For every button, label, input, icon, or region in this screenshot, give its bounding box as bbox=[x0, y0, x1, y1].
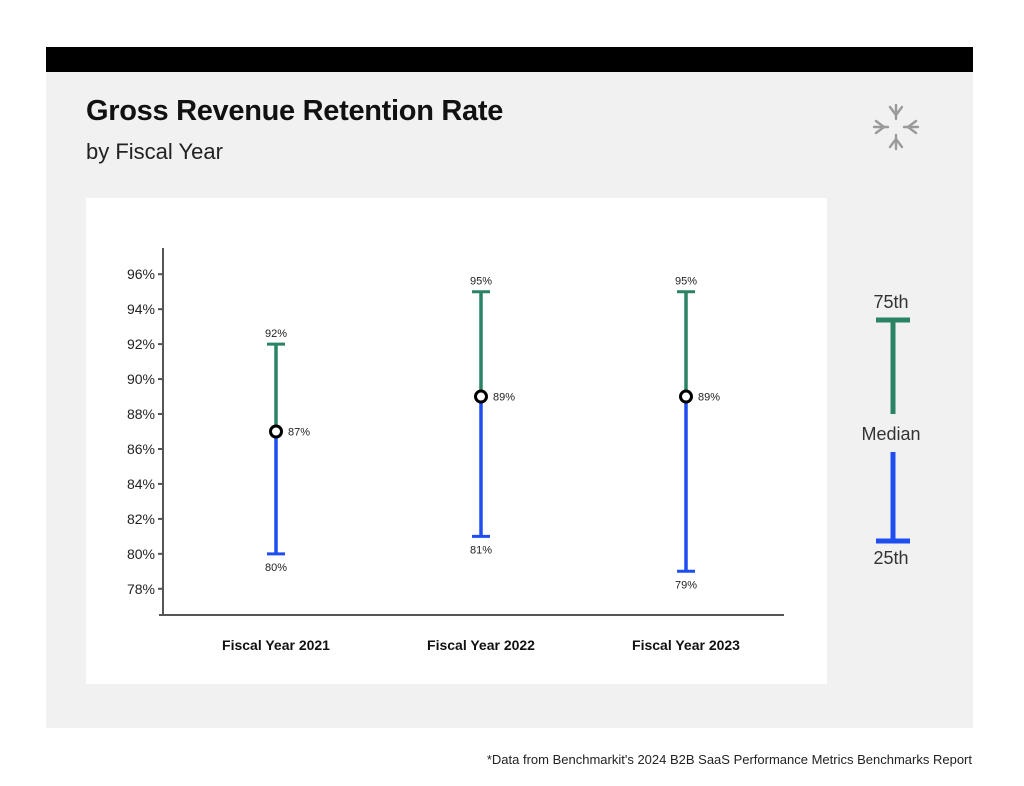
top-bar bbox=[46, 47, 973, 72]
p25-data-label: 80% bbox=[265, 562, 287, 574]
chart-subtitle: by Fiscal Year bbox=[86, 139, 223, 164]
range-chart: 78% 80% 82% 84% 86% 88% 90% 92% 94% 96% 92% 87% 80% F… bbox=[127, 248, 784, 653]
median-point bbox=[474, 389, 488, 404]
median-point bbox=[269, 424, 283, 439]
x-category-label: Fiscal Year 2021 bbox=[222, 637, 330, 653]
legend: 75th Median 25th bbox=[846, 287, 936, 587]
p75-data-label: 95% bbox=[675, 276, 697, 288]
asterisk-star-logo-icon bbox=[872, 103, 920, 151]
legend-label-median: Median bbox=[861, 424, 921, 444]
y-tick-label: 96% bbox=[127, 266, 155, 282]
x-category-label: Fiscal Year 2022 bbox=[427, 637, 535, 653]
y-tick-label: 82% bbox=[127, 511, 155, 527]
y-tick-label: 84% bbox=[127, 476, 155, 492]
chart-panel: 78% 80% 82% 84% 86% 88% 90% 92% 94% 96% 92% 87% 80% F… bbox=[86, 198, 827, 684]
median-data-label: 89% bbox=[698, 392, 720, 404]
y-tick-label: 88% bbox=[127, 406, 155, 422]
median-data-label: 87% bbox=[288, 427, 310, 439]
y-tick-label: 94% bbox=[127, 301, 155, 317]
median-point bbox=[679, 389, 693, 404]
median-data-label: 89% bbox=[493, 392, 515, 404]
y-tick-label: 86% bbox=[127, 441, 155, 457]
footnote: *Data from Benchmarkit's 2024 B2B SaaS P… bbox=[486, 752, 972, 767]
chart-title: Gross Revenue Retention Rate bbox=[86, 95, 504, 127]
y-tick-label: 90% bbox=[127, 371, 155, 387]
legend-key-bar bbox=[876, 317, 910, 544]
legend-label-75th: 75th bbox=[873, 292, 909, 312]
p25-data-label: 79% bbox=[675, 579, 697, 591]
y-tick-label: 78% bbox=[127, 581, 155, 597]
p25-data-label: 81% bbox=[470, 544, 492, 556]
p75-data-label: 95% bbox=[470, 276, 492, 288]
x-category-label: Fiscal Year 2023 bbox=[632, 637, 740, 653]
y-tick-label: 92% bbox=[127, 336, 155, 352]
chart-card: Gross Revenue Retention Rate by Fiscal Y… bbox=[46, 47, 973, 728]
y-tick-label: 80% bbox=[127, 546, 155, 562]
legend-label-25th: 25th bbox=[873, 548, 909, 568]
p75-data-label: 92% bbox=[265, 328, 287, 340]
